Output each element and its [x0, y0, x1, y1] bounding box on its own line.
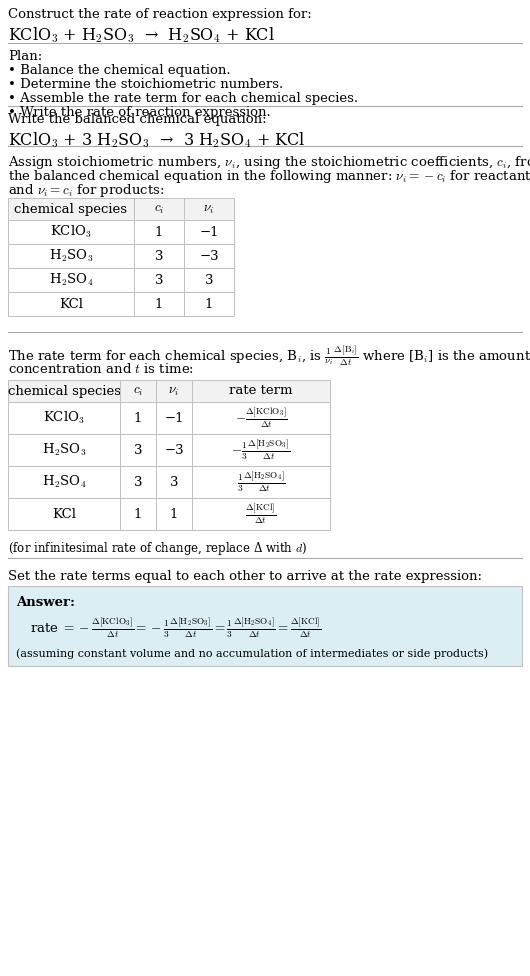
- Text: 1: 1: [155, 298, 163, 310]
- Text: and $\nu_i = c_i$ for products:: and $\nu_i = c_i$ for products:: [8, 182, 164, 199]
- Text: Plan:: Plan:: [8, 50, 42, 63]
- Text: • Balance the chemical equation.: • Balance the chemical equation.: [8, 64, 231, 77]
- Text: rate term: rate term: [229, 385, 293, 397]
- Text: 3: 3: [134, 443, 142, 457]
- Text: chemical species: chemical species: [14, 202, 128, 216]
- Text: • Write the rate of reaction expression.: • Write the rate of reaction expression.: [8, 106, 271, 119]
- Text: $\frac{\Delta[\mathrm{KCl}]}{\Delta t}$: $\frac{\Delta[\mathrm{KCl}]}{\Delta t}$: [245, 502, 277, 526]
- Text: Set the rate terms equal to each other to arrive at the rate expression:: Set the rate terms equal to each other t…: [8, 570, 482, 583]
- Text: (assuming constant volume and no accumulation of intermediates or side products): (assuming constant volume and no accumul…: [16, 648, 488, 659]
- Text: 3: 3: [155, 273, 163, 287]
- Text: $-\frac{\Delta[\mathrm{KClO_3}]}{\Delta t}$: $-\frac{\Delta[\mathrm{KClO_3}]}{\Delta …: [235, 406, 287, 430]
- Text: 3: 3: [155, 250, 163, 263]
- Text: Write the balanced chemical equation:: Write the balanced chemical equation:: [8, 113, 267, 126]
- Text: 3: 3: [205, 273, 213, 287]
- Text: the balanced chemical equation in the following manner: $\nu_i = -c_i$ for react: the balanced chemical equation in the fo…: [8, 168, 530, 185]
- Text: Answer:: Answer:: [16, 596, 75, 609]
- Text: −1: −1: [199, 225, 219, 238]
- Bar: [8, 268, 234, 292]
- Text: 1: 1: [134, 508, 142, 520]
- Text: −3: −3: [164, 443, 184, 457]
- Text: KCl: KCl: [52, 508, 76, 520]
- Text: $\frac{1}{3}\frac{\Delta[\mathrm{H_2SO_4}]}{\Delta t}$: $\frac{1}{3}\frac{\Delta[\mathrm{H_2SO_4…: [236, 469, 286, 494]
- Text: 1: 1: [205, 298, 213, 310]
- Bar: [8, 586, 522, 666]
- Text: $-\frac{1}{3}\frac{\Delta[\mathrm{H_2SO_3}]}{\Delta t}$: $-\frac{1}{3}\frac{\Delta[\mathrm{H_2SO_…: [232, 438, 290, 462]
- Text: 3: 3: [134, 475, 142, 489]
- Bar: [8, 466, 330, 498]
- Text: 1: 1: [134, 412, 142, 425]
- Text: $c_i$: $c_i$: [154, 202, 164, 216]
- Text: $c_i$: $c_i$: [133, 385, 143, 397]
- Text: H$_2$SO$_3$: H$_2$SO$_3$: [49, 248, 93, 264]
- Bar: [8, 220, 234, 244]
- Text: −3: −3: [199, 250, 219, 263]
- Text: H$_2$SO$_3$: H$_2$SO$_3$: [42, 442, 86, 458]
- Bar: [8, 402, 330, 434]
- Text: $\nu_i$: $\nu_i$: [204, 202, 215, 216]
- Text: rate $= -\frac{\Delta[\mathrm{KClO_3}]}{\Delta t} = -\frac{1}{3}\frac{\Delta[\ma: rate $= -\frac{\Delta[\mathrm{KClO_3}]}{…: [30, 616, 321, 640]
- Bar: [8, 380, 330, 402]
- Text: H$_2$SO$_4$: H$_2$SO$_4$: [49, 272, 93, 288]
- Text: Construct the rate of reaction expression for:: Construct the rate of reaction expressio…: [8, 8, 312, 21]
- Text: concentration and $t$ is time:: concentration and $t$ is time:: [8, 362, 194, 376]
- Text: KClO$_3$ + H$_2$SO$_3$  →  H$_2$SO$_4$ + KCl: KClO$_3$ + H$_2$SO$_3$ → H$_2$SO$_4$ + K…: [8, 25, 275, 45]
- Text: $\nu_i$: $\nu_i$: [169, 385, 180, 397]
- Text: 1: 1: [170, 508, 178, 520]
- Text: • Assemble the rate term for each chemical species.: • Assemble the rate term for each chemic…: [8, 92, 358, 105]
- Text: chemical species: chemical species: [7, 385, 120, 397]
- Text: KClO$_3$: KClO$_3$: [50, 224, 92, 240]
- Text: −1: −1: [164, 412, 184, 425]
- Bar: [8, 292, 234, 316]
- Text: H$_2$SO$_4$: H$_2$SO$_4$: [42, 474, 86, 490]
- Text: KClO$_3$: KClO$_3$: [43, 410, 85, 427]
- Bar: [8, 434, 330, 466]
- Text: • Determine the stoichiometric numbers.: • Determine the stoichiometric numbers.: [8, 78, 283, 91]
- Text: KCl: KCl: [59, 298, 83, 310]
- Bar: [8, 498, 330, 530]
- Text: The rate term for each chemical species, B$_i$, is $\frac{1}{\nu_i}\frac{\Delta[: The rate term for each chemical species,…: [8, 344, 530, 368]
- Bar: [8, 198, 234, 220]
- Text: KClO$_3$ + 3 H$_2$SO$_3$  →  3 H$_2$SO$_4$ + KCl: KClO$_3$ + 3 H$_2$SO$_3$ → 3 H$_2$SO$_4$…: [8, 130, 305, 149]
- Text: (for infinitesimal rate of change, replace Δ with $d$): (for infinitesimal rate of change, repla…: [8, 540, 307, 557]
- Text: 3: 3: [170, 475, 178, 489]
- Bar: [8, 244, 234, 268]
- Text: 1: 1: [155, 225, 163, 238]
- Text: Assign stoichiometric numbers, $\nu_i$, using the stoichiometric coefficients, $: Assign stoichiometric numbers, $\nu_i$, …: [8, 154, 530, 171]
